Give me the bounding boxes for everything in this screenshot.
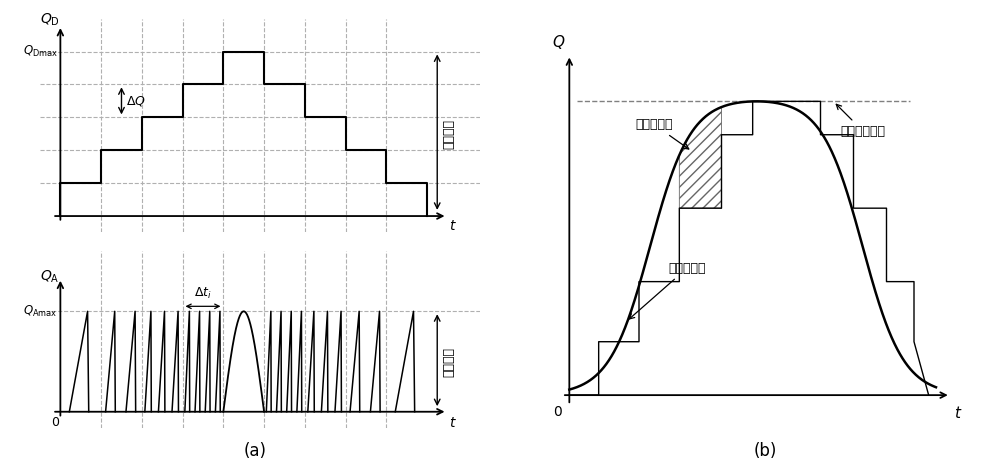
Text: 模拟输出: 模拟输出 <box>442 346 455 377</box>
Text: $Q_{\mathrm{Amax}}$: $Q_{\mathrm{Amax}}$ <box>23 304 58 319</box>
Text: $t$: $t$ <box>954 405 963 421</box>
Text: 变量泵提供: 变量泵提供 <box>635 118 689 149</box>
Text: 0: 0 <box>51 416 59 429</box>
Text: (b): (b) <box>753 442 777 460</box>
Text: $t$: $t$ <box>449 219 457 233</box>
Text: $Q$: $Q$ <box>552 33 566 51</box>
Text: (a): (a) <box>244 442 266 460</box>
Text: $Q_{\mathrm{A}}$: $Q_{\mathrm{A}}$ <box>40 268 60 285</box>
Text: 连续流量输出: 连续流量输出 <box>836 104 886 138</box>
Text: 数字输出: 数字输出 <box>442 119 455 149</box>
Text: $\Delta Q$: $\Delta Q$ <box>126 94 146 108</box>
Text: 定量泵提供: 定量泵提供 <box>629 262 706 319</box>
Text: $t$: $t$ <box>449 416 457 430</box>
Text: $Q_{\mathrm{D}}$: $Q_{\mathrm{D}}$ <box>40 12 60 28</box>
Text: 0: 0 <box>553 405 562 419</box>
Text: $\Delta t_i$: $\Delta t_i$ <box>194 286 212 301</box>
Text: $Q_{\mathrm{Dmax}}$: $Q_{\mathrm{Dmax}}$ <box>23 44 58 59</box>
